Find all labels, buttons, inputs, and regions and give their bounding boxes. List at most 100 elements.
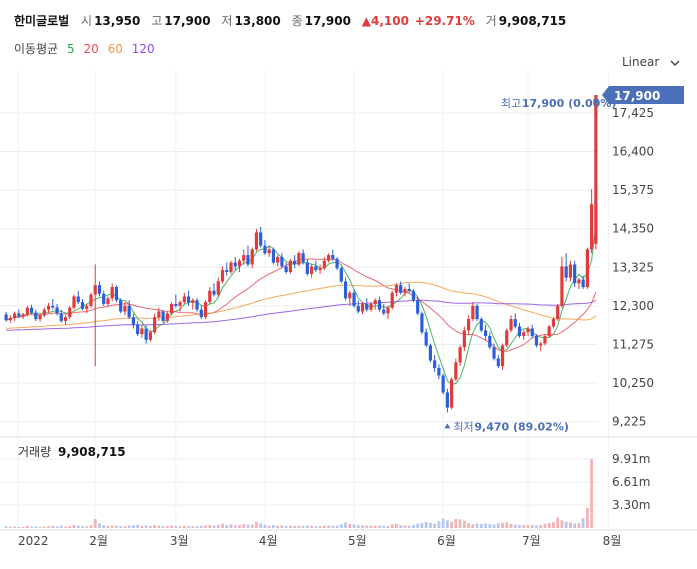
month-label: 7월 (522, 534, 541, 548)
scale-label: Linear (622, 55, 660, 69)
price-tick-label: 9,225 (612, 415, 646, 429)
volume-bar (127, 525, 131, 528)
candle-body (72, 296, 76, 308)
candle-body (335, 258, 339, 269)
candle-body (450, 379, 454, 408)
volume-bar (59, 525, 63, 528)
candle-body (4, 314, 8, 321)
candle-body (305, 262, 309, 274)
ma-20-label[interactable]: 20 (83, 42, 99, 56)
volume-bar (458, 519, 462, 528)
volume-bar (13, 526, 17, 528)
volume-value: 9,908,715 (498, 14, 567, 28)
volume-bar (42, 526, 46, 528)
volume-bar (157, 525, 161, 528)
close-value: 17,900 (304, 14, 351, 28)
volume-bar (221, 523, 224, 528)
candle-body (131, 317, 136, 325)
candle-body (522, 332, 526, 336)
volume-bar (543, 523, 547, 528)
volume-bar (518, 524, 521, 528)
stock-name: 한미글로벌 (14, 14, 70, 28)
ma-120-label[interactable]: 120 (131, 42, 155, 56)
candle-body (390, 292, 394, 308)
volume-bar (395, 523, 398, 528)
scale-dropdown[interactable]: Linear (622, 55, 681, 69)
volume-bar (136, 524, 140, 528)
candle-body (63, 317, 68, 321)
volume-bar (399, 525, 403, 528)
candle-body (259, 232, 263, 246)
volume-bar (204, 525, 207, 528)
volume-bar (276, 525, 280, 528)
candle-body (466, 319, 471, 331)
ma-5-label[interactable]: 5 (67, 42, 75, 56)
volume-bar (577, 523, 581, 528)
candle-body (365, 304, 369, 310)
volume-bar (288, 525, 292, 528)
volume-bar (560, 520, 564, 528)
month-label: 5월 (348, 534, 367, 548)
volume-bar (382, 525, 386, 528)
volume-bar (437, 521, 441, 528)
candle-body (80, 302, 85, 309)
candle-body (475, 305, 479, 320)
volume-bar (386, 525, 390, 528)
candle-body (441, 375, 445, 393)
volume-bar (322, 525, 326, 528)
volume-bar (250, 524, 254, 528)
volume-bar (526, 524, 530, 528)
month-label: 8월 (603, 534, 622, 548)
volume-bar (412, 525, 415, 528)
candle-body (76, 296, 80, 303)
candle-body (293, 260, 297, 265)
low-marker-arrow-icon (444, 423, 451, 429)
month-label: 2월 (89, 534, 108, 548)
candle-body (271, 249, 276, 263)
volume-bar (416, 523, 420, 528)
volume-bar (581, 518, 585, 528)
volume-bar (339, 524, 343, 528)
current-price-tag (602, 86, 684, 105)
volume-bar (272, 525, 275, 528)
candle-body (547, 326, 551, 336)
volume-bar (195, 526, 199, 528)
volume-bar (407, 525, 411, 528)
candle-body (46, 305, 51, 310)
volume-bar (378, 525, 381, 528)
volume-bar (72, 525, 76, 528)
volume-bar (242, 524, 246, 528)
candle-body (471, 305, 475, 320)
close-label: 종 (291, 14, 303, 28)
volume-bar (25, 525, 29, 528)
price-tick-label: 13,325 (612, 260, 654, 274)
volume-bar (305, 525, 309, 528)
ma-60-label[interactable]: 60 (107, 42, 123, 56)
volume-bar (225, 525, 229, 528)
candle-body (68, 307, 72, 318)
candle-body (127, 305, 131, 318)
candle-body (250, 249, 254, 265)
candle-body (178, 302, 182, 306)
change-percent: +29.71% (414, 14, 475, 28)
low-marker-label: 최저 (453, 420, 473, 433)
candle-body (454, 362, 458, 380)
volume-bar (212, 525, 216, 528)
candle-body (568, 264, 573, 278)
volume-bar (556, 517, 560, 528)
volume-bar (208, 524, 212, 528)
candle-body (326, 255, 331, 261)
candle-body (297, 253, 301, 265)
volume-bar (8, 526, 12, 528)
candle-body (386, 307, 390, 314)
high-marker-value: 17,900 (0.00%) (522, 97, 617, 110)
volume-bar (229, 524, 233, 528)
high-marker-arrow-icon (592, 99, 599, 105)
volume-bar (161, 526, 165, 528)
candle-body (399, 285, 403, 293)
volume-bar (585, 507, 589, 528)
volume-bar (255, 521, 258, 528)
volume-bar (403, 525, 407, 528)
candle-body (331, 255, 335, 259)
